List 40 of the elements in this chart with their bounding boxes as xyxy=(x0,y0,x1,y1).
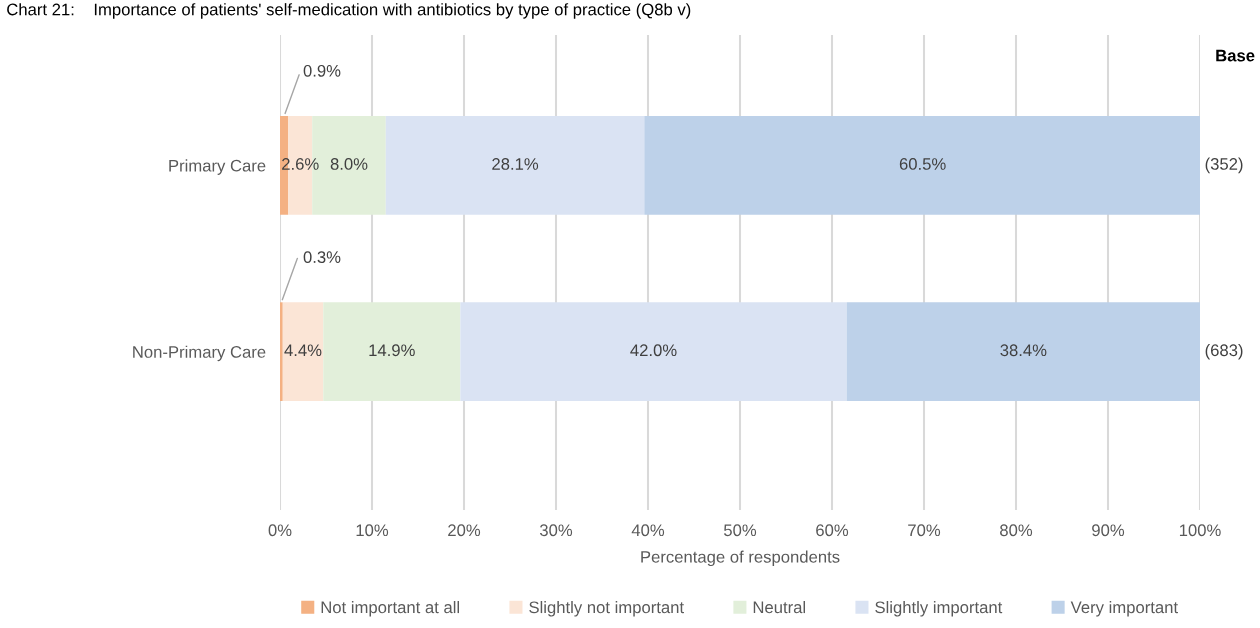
legend-label: Very important xyxy=(1070,601,1178,617)
x-tick-label: 90% xyxy=(1092,524,1125,537)
legend-label: Slightly important xyxy=(875,601,1003,617)
x-tick-label: 60% xyxy=(816,524,849,537)
data-label: 42.0% xyxy=(630,344,677,357)
data-label: 2.6% xyxy=(282,158,319,170)
x-tick-label: 100% xyxy=(1179,524,1221,537)
x-tick-label: 10% xyxy=(356,524,389,537)
y-tick-label: Non-Primary Care xyxy=(133,345,266,362)
data-label: 28.1% xyxy=(492,158,539,170)
x-tick-label: 20% xyxy=(448,524,481,537)
legend-label: Slightly not important xyxy=(529,601,684,617)
bar xyxy=(323,302,461,402)
x-tick-label: 40% xyxy=(631,524,665,537)
bar xyxy=(644,116,1200,215)
y-tick-label: Primary Care xyxy=(169,159,266,175)
text: (352) xyxy=(1205,157,1243,174)
bar xyxy=(282,302,324,402)
legend-label: Neutral xyxy=(753,601,806,614)
data-label: 8.0% xyxy=(330,158,368,170)
x-tick-label: 50% xyxy=(723,524,757,537)
x-tick-label: 0% xyxy=(268,524,292,537)
bar xyxy=(460,302,847,402)
text: (683) xyxy=(1205,343,1243,360)
data-label: 4.4% xyxy=(284,344,322,357)
x-axis-title: Percentage of respondents xyxy=(641,550,840,567)
x-tick-label: 80% xyxy=(1000,524,1033,537)
bar xyxy=(385,116,645,215)
x-tick-label: 70% xyxy=(908,524,941,537)
text: Base xyxy=(1216,49,1255,62)
data-label: 14.9% xyxy=(369,344,415,357)
bar xyxy=(280,302,283,402)
data-label: 0.9% xyxy=(303,64,341,77)
data-label: 38.4% xyxy=(1000,344,1047,357)
x-tick-label: 30% xyxy=(539,524,573,537)
data-label: 0.3% xyxy=(303,251,341,263)
data-label: 60.5% xyxy=(899,158,946,170)
chart-title: Chart 21: Importance of patients' self-medication with antibiotics by type of practice (Q8b v) xyxy=(7,3,691,19)
bar xyxy=(846,302,1200,402)
legend-label: Not important at all xyxy=(321,601,460,617)
